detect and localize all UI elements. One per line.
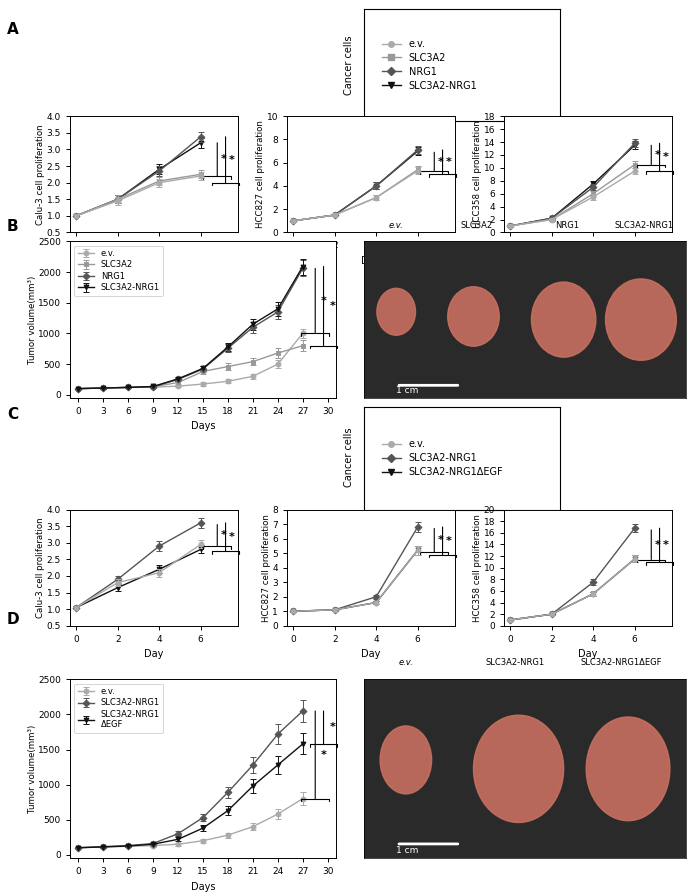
- Legend: e.v., SLC3A2-NRG1, SLC3A2-NRG1ΔEGF: e.v., SLC3A2-NRG1, SLC3A2-NRG1ΔEGF: [379, 436, 506, 480]
- X-axis label: Day: Day: [144, 649, 164, 660]
- Text: SLC3A2-NRG1: SLC3A2-NRG1: [486, 658, 545, 667]
- X-axis label: Day: Day: [578, 256, 598, 266]
- Text: *: *: [654, 150, 660, 160]
- Text: SLC3A2-NRG1: SLC3A2-NRG1: [615, 222, 673, 231]
- Y-axis label: Calu-3 cell proliferation: Calu-3 cell proliferation: [36, 518, 46, 618]
- Legend: e.v., SLC3A2, NRG1, SLC3A2-NRG1: e.v., SLC3A2, NRG1, SLC3A2-NRG1: [74, 246, 163, 296]
- Text: 1 cm: 1 cm: [396, 385, 419, 395]
- X-axis label: Days: Days: [190, 881, 216, 892]
- Y-axis label: HCC358 cell proliferation: HCC358 cell proliferation: [473, 514, 482, 621]
- Text: *: *: [446, 536, 452, 546]
- Ellipse shape: [606, 279, 676, 360]
- X-axis label: Days: Days: [190, 421, 216, 432]
- Text: SLC3A2-NRG1ΔEGF: SLC3A2-NRG1ΔEGF: [581, 658, 662, 667]
- Text: *: *: [220, 155, 226, 164]
- X-axis label: Day: Day: [578, 649, 598, 660]
- Text: *: *: [220, 530, 226, 540]
- Text: B: B: [7, 219, 19, 234]
- X-axis label: Day: Day: [144, 256, 164, 266]
- Text: *: *: [438, 156, 443, 166]
- Text: *: *: [330, 722, 335, 732]
- Ellipse shape: [380, 726, 432, 794]
- Ellipse shape: [377, 289, 416, 335]
- Text: *: *: [446, 157, 452, 167]
- X-axis label: Day: Day: [361, 649, 381, 660]
- Text: A: A: [7, 22, 19, 38]
- Text: *: *: [654, 540, 660, 550]
- Text: *: *: [229, 155, 234, 164]
- Text: *: *: [663, 152, 668, 162]
- Text: Cancer cells: Cancer cells: [344, 428, 354, 487]
- Legend: e.v., SLC3A2-NRG1, SLC3A2-NRG1
ΔEGF: e.v., SLC3A2-NRG1, SLC3A2-NRG1 ΔEGF: [74, 684, 163, 733]
- Text: *: *: [438, 536, 443, 545]
- Y-axis label: Calu-3 cell proliferation: Calu-3 cell proliferation: [36, 124, 46, 224]
- Text: NRG1: NRG1: [555, 222, 579, 231]
- Text: *: *: [321, 750, 327, 760]
- Text: *: *: [321, 296, 327, 306]
- Text: *: *: [663, 540, 668, 550]
- Y-axis label: Tumor volume(mm³): Tumor volume(mm³): [27, 725, 36, 813]
- Y-axis label: Tumor volume(mm³): Tumor volume(mm³): [27, 275, 36, 364]
- Y-axis label: HCC358 cell proliferation: HCC358 cell proliferation: [473, 121, 482, 228]
- Text: 1 cm: 1 cm: [396, 846, 419, 855]
- Ellipse shape: [586, 717, 670, 821]
- Text: C: C: [7, 407, 18, 422]
- Ellipse shape: [473, 715, 564, 822]
- Legend: e.v., SLC3A2, NRG1, SLC3A2-NRG1: e.v., SLC3A2, NRG1, SLC3A2-NRG1: [379, 36, 480, 94]
- Ellipse shape: [448, 287, 499, 346]
- Text: e.v.: e.v.: [398, 658, 413, 667]
- Ellipse shape: [531, 283, 596, 358]
- Y-axis label: HCC827 cell proliferation: HCC827 cell proliferation: [256, 121, 265, 228]
- Text: *: *: [330, 301, 335, 311]
- Text: D: D: [7, 612, 20, 628]
- Text: SLC3A2: SLC3A2: [461, 222, 493, 231]
- Text: *: *: [229, 532, 234, 542]
- Text: e.v.: e.v.: [389, 222, 404, 231]
- X-axis label: Day: Day: [361, 256, 381, 266]
- Text: Cancer cells: Cancer cells: [344, 36, 354, 95]
- Y-axis label: HCC827 cell proliferation: HCC827 cell proliferation: [262, 514, 271, 621]
